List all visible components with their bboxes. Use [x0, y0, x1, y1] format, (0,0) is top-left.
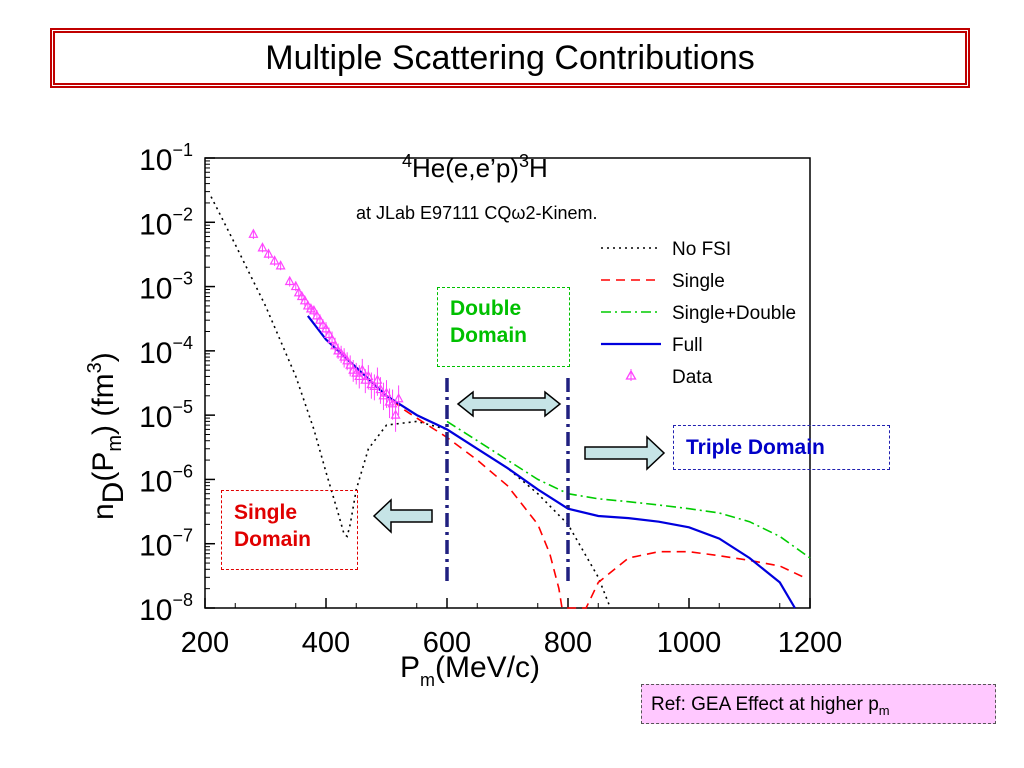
y-axis-label: nD(Pm) (fm3) [84, 352, 130, 520]
data-point [299, 295, 310, 305]
data-point [290, 280, 301, 291]
data-point [317, 319, 328, 329]
legend-label: Single+Double [672, 303, 796, 324]
reference-text: Ref: GEA Effect at higher p [651, 694, 879, 715]
data-point [381, 387, 392, 397]
data-point [314, 314, 325, 324]
triple-domain-label: Triple Domain [686, 436, 825, 459]
double-domain-arrow [456, 390, 562, 418]
data-point [345, 359, 356, 369]
x-tick-label: 1200 [778, 627, 843, 659]
data-point [293, 287, 304, 297]
series-line-full [307, 315, 796, 609]
data-point [324, 328, 335, 339]
single-domain-box: Single Domain [221, 490, 358, 570]
chart-subtitle: at JLab E97111 CQω2-Kinem. [356, 203, 598, 223]
data-point [378, 390, 389, 400]
legend-label: Full [672, 335, 703, 356]
series-line-no-fsi [210, 196, 612, 609]
data-point [339, 351, 350, 361]
y-tick-label: 10−1 [139, 140, 193, 177]
double-domain-line1: Double [450, 297, 522, 320]
y-tick-label: 10−4 [139, 333, 193, 370]
y-tick-label: 10−3 [139, 269, 193, 306]
title-frame: Multiple Scattering Contributions [50, 28, 970, 88]
data-point [357, 364, 368, 374]
y-tick-label: 10−7 [139, 526, 193, 563]
data-point [375, 383, 386, 394]
series-layer [210, 196, 811, 609]
x-tick-label: 1000 [657, 627, 722, 659]
data-point [363, 370, 374, 381]
data-point [330, 339, 341, 350]
single-domain-line2: Domain [234, 528, 312, 552]
single-domain-arrow [372, 498, 433, 534]
x-tick-label: 600 [423, 627, 471, 659]
data-point [354, 370, 365, 381]
legend-label: No FSI [672, 239, 731, 260]
x-axis-label: Pm(MeV/c) [400, 651, 540, 690]
data-point [269, 255, 280, 265]
y-tick-label: 10−5 [139, 397, 193, 434]
x-tick-label: 200 [181, 627, 229, 659]
domain-boundaries [445, 378, 570, 585]
slide-title: Multiple Scattering Contributions [265, 38, 755, 77]
legend-label: Single [672, 271, 725, 292]
legend-label: Data [672, 367, 713, 388]
data-point [263, 248, 274, 258]
data-point [327, 333, 338, 344]
triple-domain-arrow [584, 435, 666, 471]
data-point [311, 310, 322, 320]
triple-domain-box: Triple Domain [673, 425, 890, 470]
data-point [372, 374, 383, 384]
data-point [275, 260, 286, 270]
data-point [336, 348, 347, 358]
single-domain-line1: Single [234, 501, 298, 524]
data-point [369, 380, 380, 390]
data-point [296, 290, 307, 301]
data-point [248, 228, 259, 238]
x-tick-label: 800 [544, 627, 592, 659]
data-point [308, 305, 319, 315]
reference-subscript: m [878, 702, 890, 718]
data-markers [248, 228, 404, 432]
data-point [257, 242, 268, 252]
data-point [390, 409, 401, 419]
data-point [387, 398, 398, 408]
data-point [321, 323, 331, 333]
y-tick-label: 10−2 [139, 204, 193, 241]
chart-title: 4He(e,e’p)3H [402, 151, 548, 183]
double-domain-box: Double Domain [437, 287, 570, 367]
legend: No FSI Single Single+Double Full Data [601, 239, 796, 388]
y-tick-label: 10−8 [139, 590, 193, 627]
double-domain-line2: Domain [450, 324, 528, 348]
data-point [284, 275, 295, 286]
data-point [342, 355, 353, 365]
x-tick-label: 400 [302, 627, 350, 659]
series-line-single-double [446, 420, 811, 559]
x-axis-ticks: 200 400 600 800 1000 1200 [181, 598, 842, 659]
y-axis-ticks: 10−1 10−2 10−3 10−4 10−5 10−6 10−7 10−8 [139, 140, 215, 627]
plot-frame [204, 157, 811, 609]
reference-note: Ref: GEA Effect at higher pm [641, 684, 996, 724]
data-point [393, 392, 404, 403]
y-tick-label: 10−6 [139, 461, 193, 498]
